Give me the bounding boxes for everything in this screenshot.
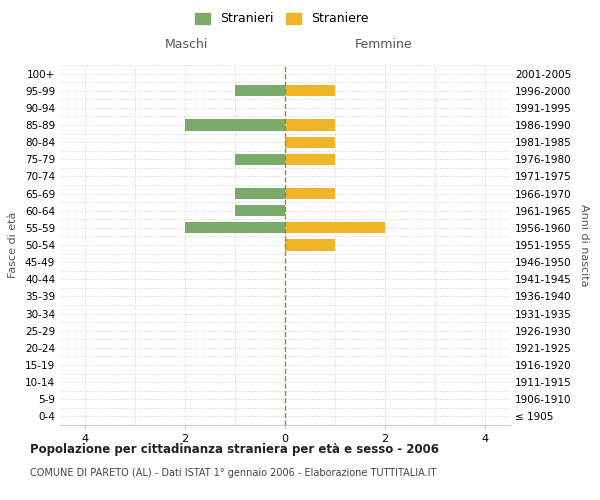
Bar	[285, 222, 385, 234]
Bar	[185, 222, 285, 234]
Bar	[235, 205, 285, 216]
Bar	[235, 188, 285, 199]
Bar	[285, 120, 335, 130]
Bar	[235, 85, 285, 96]
Bar	[285, 154, 335, 165]
Text: Popolazione per cittadinanza straniera per età e sesso - 2006: Popolazione per cittadinanza straniera p…	[30, 442, 439, 456]
Y-axis label: Anni di nascita: Anni di nascita	[578, 204, 589, 286]
Bar	[285, 188, 335, 199]
Text: Femmine: Femmine	[355, 38, 413, 51]
Bar	[185, 120, 285, 130]
Bar	[235, 154, 285, 165]
Bar	[285, 85, 335, 96]
Legend: Stranieri, Straniere: Stranieri, Straniere	[191, 8, 373, 29]
Y-axis label: Fasce di età: Fasce di età	[8, 212, 18, 278]
Bar	[285, 240, 335, 250]
Bar	[285, 136, 335, 147]
Text: COMUNE DI PARETO (AL) - Dati ISTAT 1° gennaio 2006 - Elaborazione TUTTITALIA.IT: COMUNE DI PARETO (AL) - Dati ISTAT 1° ge…	[30, 468, 436, 477]
Text: Maschi: Maschi	[164, 38, 208, 51]
